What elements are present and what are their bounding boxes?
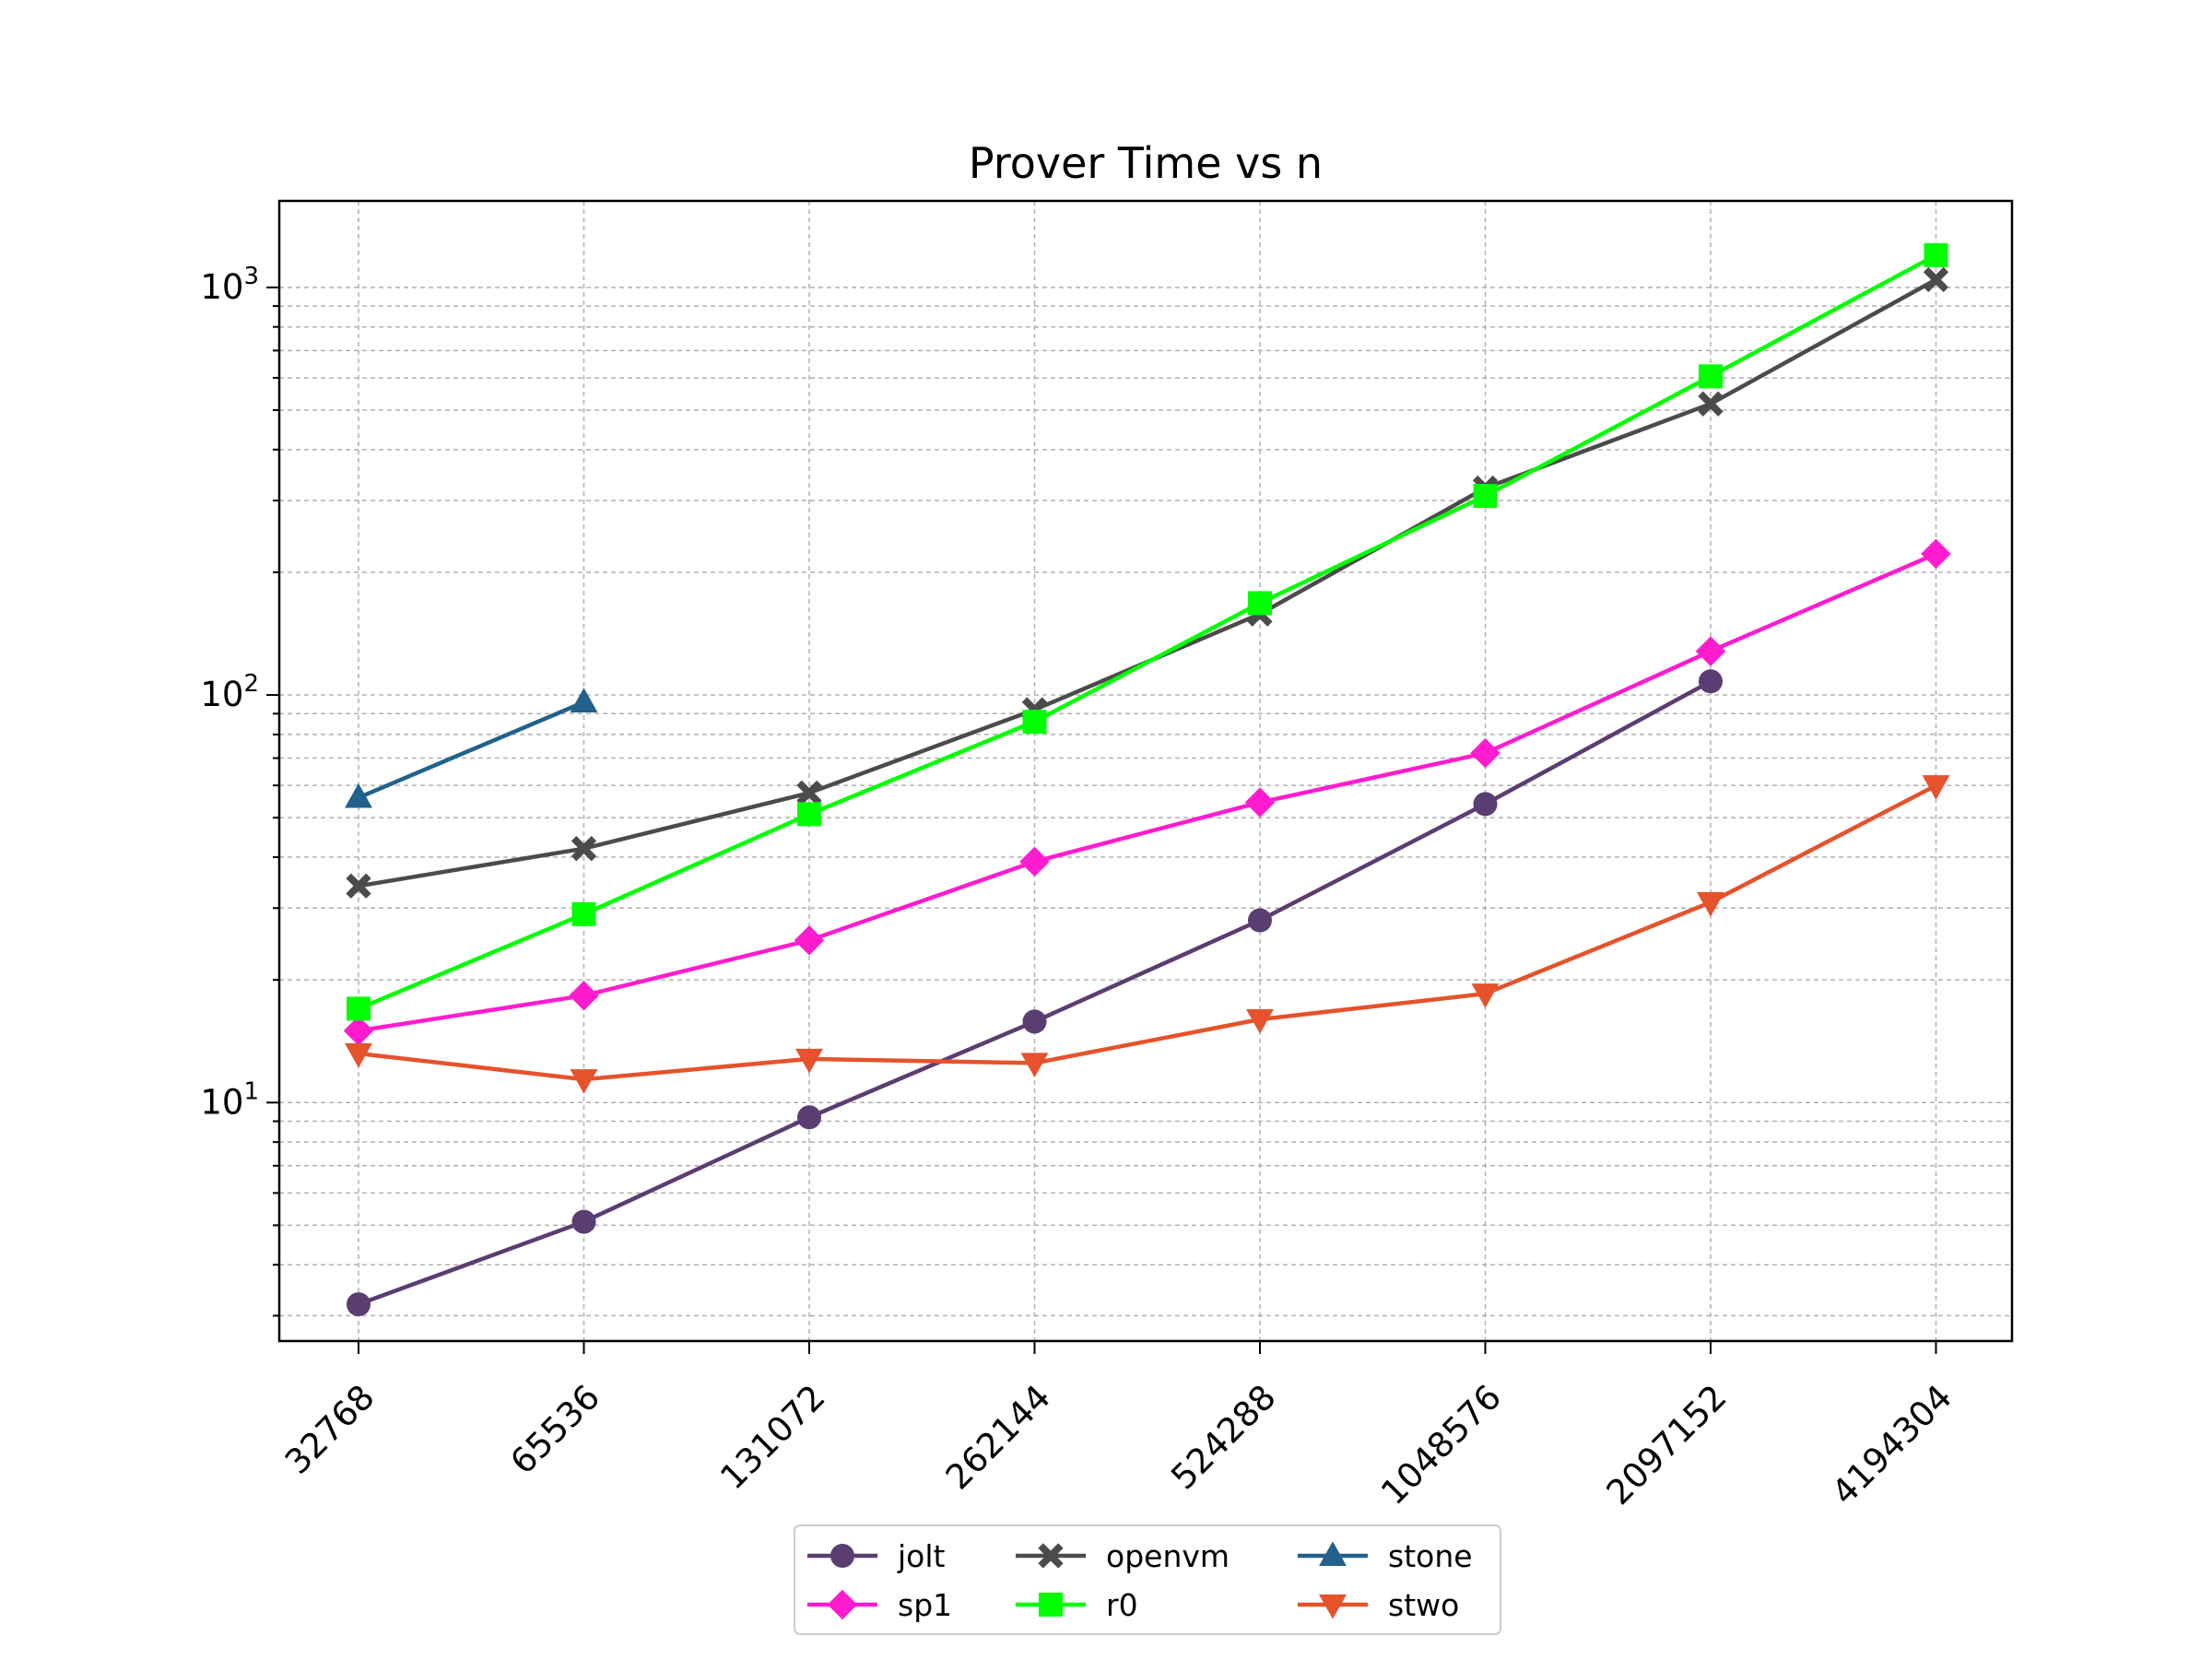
data-point-stwo <box>1471 983 1500 1008</box>
series-line-stone <box>356 700 586 800</box>
data-point-r0 <box>1699 364 1723 389</box>
x-tick-label: 32768 <box>277 1377 382 1482</box>
legend-item-jolt: jolt <box>807 1538 946 1574</box>
legend-swatch-marker <box>830 1544 854 1568</box>
series-line-stwo <box>356 782 1938 1082</box>
data-point-stwo <box>1246 1008 1274 1034</box>
legend-label: jolt <box>897 1538 946 1574</box>
legend-item-r0: r0 <box>1016 1587 1138 1623</box>
data-point-sp1 <box>794 925 825 956</box>
data-point-stwo <box>345 1042 372 1068</box>
data-point-openvm <box>346 873 371 899</box>
grid-layer <box>279 201 2012 1341</box>
y-tick-exponent: 2 <box>243 670 259 698</box>
data-point-jolt <box>1248 908 1272 933</box>
legend: jolt sp1 openvm r0 stone stwo <box>794 1524 1501 1635</box>
data-point-stwo <box>1020 1053 1049 1078</box>
legend-item-sp1: sp1 <box>807 1587 952 1623</box>
y-tick-label: 102 <box>200 670 259 714</box>
y-tick-label: 101 <box>200 1077 259 1122</box>
series-line-r0 <box>356 253 1938 1011</box>
series-jolt <box>347 669 1723 1317</box>
data-point-openvm <box>1923 266 1949 293</box>
data-point-r0 <box>347 996 371 1021</box>
chart-title: Prover Time vs n <box>969 138 1323 188</box>
data-point-r0 <box>797 802 821 827</box>
data-point-stwo <box>570 1069 598 1094</box>
series-stone <box>345 688 598 808</box>
data-point-sp1 <box>1470 737 1500 769</box>
data-point-r0 <box>1924 242 1948 267</box>
legend-swatch-marker <box>1038 1543 1064 1569</box>
legend-label: stwo <box>1388 1587 1459 1623</box>
data-point-r0 <box>571 901 596 926</box>
legend-label: stone <box>1388 1538 1473 1574</box>
data-point-jolt <box>1022 1009 1047 1034</box>
x-tick-label: 524288 <box>1163 1377 1283 1497</box>
legend-item-openvm: openvm <box>1016 1538 1230 1574</box>
legend-swatch-marker <box>1319 1594 1347 1619</box>
x-tick-label: 65536 <box>502 1377 607 1482</box>
data-point-sp1 <box>1695 636 1726 666</box>
data-point-openvm <box>1698 391 1724 417</box>
x-tick-label: 131072 <box>712 1377 832 1497</box>
legend-item-stone: stone <box>1298 1538 1473 1574</box>
series-line-sp1 <box>356 551 1938 1033</box>
data-point-jolt <box>1473 792 1498 817</box>
data-point-sp1 <box>1921 538 1951 570</box>
y-tick-exponent: 1 <box>243 1077 259 1105</box>
data-point-r0 <box>1248 591 1272 616</box>
data-point-jolt <box>347 1292 371 1317</box>
data-point-stwo <box>1922 775 1950 800</box>
plot-frame <box>277 199 2014 1343</box>
legend-label: openvm <box>1106 1538 1230 1574</box>
data-point-openvm <box>571 836 597 862</box>
x-tick-label: 1048576 <box>1373 1377 1509 1512</box>
legend-box <box>794 1524 1501 1635</box>
y-tick-base: 10 <box>200 675 243 714</box>
data-point-stwo <box>795 1048 823 1074</box>
x-tick-label: 2097152 <box>1599 1377 1735 1512</box>
series-layer <box>343 242 1951 1317</box>
data-point-stone <box>345 782 372 808</box>
data-point-jolt <box>571 1209 596 1234</box>
series-r0 <box>347 242 1948 1021</box>
y-tick-base: 10 <box>200 267 243 307</box>
data-point-jolt <box>1699 669 1723 694</box>
data-point-sp1 <box>1244 787 1276 818</box>
data-point-jolt <box>797 1105 821 1130</box>
x-tick-label: 4194304 <box>1824 1377 1959 1512</box>
series-openvm <box>346 266 1949 899</box>
series-stwo <box>345 775 1950 1094</box>
legend-swatch-marker <box>827 1589 858 1620</box>
legend-item-stwo: stwo <box>1298 1587 1459 1623</box>
y-tick-base: 10 <box>200 1082 243 1122</box>
y-tick-label: 103 <box>200 263 259 307</box>
series-sp1 <box>343 538 1951 1046</box>
data-point-sp1 <box>1019 846 1050 877</box>
data-point-stwo <box>1697 891 1724 917</box>
legend-label: r0 <box>1106 1587 1138 1623</box>
legend-swatch-marker <box>1039 1593 1063 1617</box>
data-point-sp1 <box>569 980 599 1011</box>
data-point-sp1 <box>343 1016 374 1046</box>
x-tick-label: 262144 <box>938 1377 1058 1497</box>
data-point-r0 <box>1473 484 1498 509</box>
legend-label: sp1 <box>898 1587 952 1623</box>
y-tick-exponent: 3 <box>243 263 259 290</box>
data-point-openvm <box>796 780 822 806</box>
data-point-stone <box>570 688 598 712</box>
data-point-r0 <box>1022 710 1047 735</box>
legend-swatch-marker <box>1319 1541 1347 1567</box>
